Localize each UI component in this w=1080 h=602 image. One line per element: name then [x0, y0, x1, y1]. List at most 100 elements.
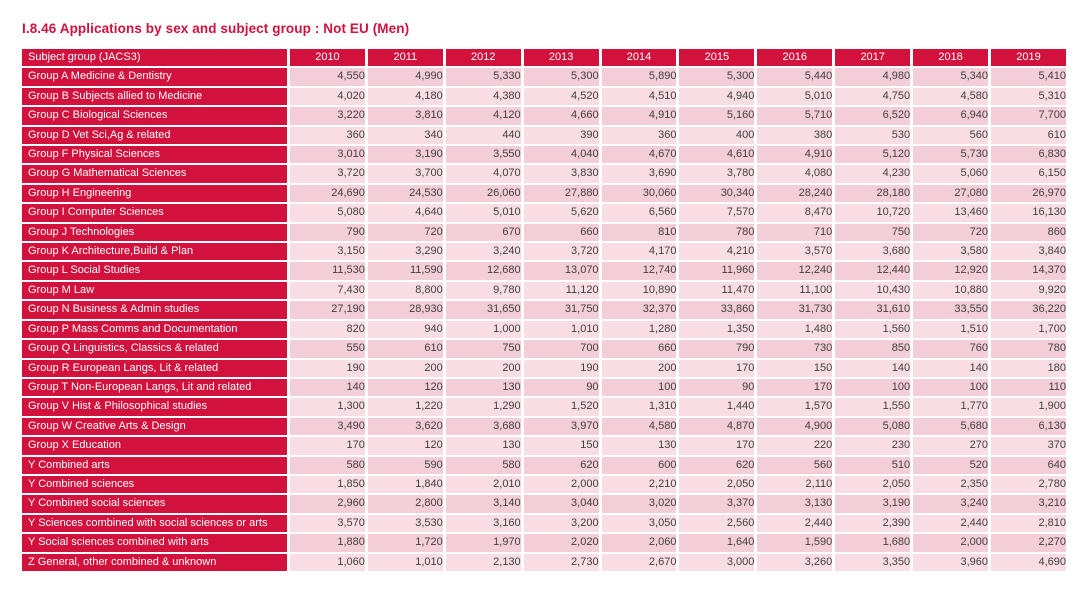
data-cell: 1,680 — [835, 534, 911, 552]
data-cell: 90 — [523, 378, 599, 397]
data-cell: 3,000 — [679, 553, 755, 571]
data-cell: 33,550 — [913, 301, 989, 319]
data-cell: 4,900 — [757, 417, 833, 436]
data-cell: 2,960 — [290, 495, 365, 513]
data-cell: 3,150 — [290, 243, 365, 261]
data-cell: 36,220 — [991, 301, 1066, 319]
data-cell: 4,070 — [445, 165, 521, 183]
data-cell: 3,840 — [991, 243, 1066, 261]
table-row: Y Combined social sciences 2,960 2,800 3,14… — [22, 495, 1066, 513]
data-cell: 140 — [835, 359, 911, 377]
row-label: Group H Engineering — [22, 184, 287, 203]
page-title: I.8.46 Applications by sex and subject g… — [22, 21, 410, 36]
data-cell: 3,580 — [913, 243, 989, 261]
data-cell: 11,590 — [367, 262, 443, 280]
data-cell: 610 — [367, 340, 443, 358]
data-cell: 12,240 — [757, 262, 833, 280]
data-cell: 31,750 — [523, 301, 599, 319]
data-cell: 810 — [601, 223, 677, 242]
data-cell: 2,020 — [523, 534, 599, 552]
data-cell: 1,560 — [835, 320, 911, 339]
row-label: Group F Physical Sciences — [22, 146, 287, 164]
data-cell: 24,690 — [290, 184, 365, 203]
data-cell: 760 — [913, 340, 989, 358]
data-cell: 750 — [835, 223, 911, 242]
data-cell: 130 — [445, 378, 521, 397]
data-cell: 4,660 — [523, 107, 599, 125]
data-cell: 2,670 — [601, 553, 677, 571]
data-cell: 100 — [835, 378, 911, 397]
data-cell: 5,080 — [835, 417, 911, 436]
data-cell: 8,800 — [367, 281, 443, 300]
data-cell: 170 — [679, 359, 755, 377]
data-cell: 32,370 — [601, 301, 677, 319]
data-cell: 2,000 — [913, 534, 989, 552]
data-cell: 1,700 — [991, 320, 1066, 339]
table-row: Group N Business & Admin studies 27,190 28… — [22, 301, 1066, 319]
data-cell: 2,350 — [913, 475, 989, 494]
data-cell: 5,330 — [445, 68, 521, 86]
data-cell: 1,010 — [523, 320, 599, 339]
data-cell: 4,230 — [835, 165, 911, 183]
data-cell: 660 — [523, 223, 599, 242]
data-cell: 2,210 — [601, 475, 677, 494]
row-label: Y Sciences combined with social sciences… — [22, 514, 287, 533]
data-cell: 3,350 — [835, 553, 911, 571]
data-cell: 5,340 — [913, 68, 989, 86]
data-cell: 11,530 — [290, 262, 365, 280]
data-cell: 4,520 — [523, 87, 599, 106]
data-cell: 940 — [367, 320, 443, 339]
data-cell: 560 — [757, 456, 833, 474]
column-header-year: 2013 — [523, 49, 599, 67]
data-cell: 3,720 — [290, 165, 365, 183]
data-cell: 670 — [445, 223, 521, 242]
data-cell: 27,080 — [913, 184, 989, 203]
data-cell: 28,930 — [367, 301, 443, 319]
data-cell: 380 — [757, 126, 833, 145]
data-cell: 3,010 — [290, 146, 365, 164]
data-cell: 3,260 — [757, 553, 833, 571]
data-cell: 110 — [991, 378, 1066, 397]
data-cell: 4,210 — [679, 243, 755, 261]
data-cell: 7,700 — [991, 107, 1066, 125]
data-cell: 90 — [679, 378, 755, 397]
data-cell: 180 — [991, 359, 1066, 377]
data-cell: 2,440 — [757, 514, 833, 533]
table-row: Group Q Linguistics, Classics & related 5… — [22, 340, 1066, 358]
data-cell: 31,730 — [757, 301, 833, 319]
data-cell: 4,080 — [757, 165, 833, 183]
data-cell: 590 — [367, 456, 443, 474]
data-cell: 5,730 — [913, 146, 989, 164]
data-cell: 200 — [445, 359, 521, 377]
table-row: Group W Creative Arts & Design 3,490 3,620… — [22, 417, 1066, 436]
data-cell: 4,670 — [601, 146, 677, 164]
data-cell: 6,560 — [601, 204, 677, 222]
data-cell: 5,410 — [991, 68, 1066, 86]
table-row: Group G Mathematical Sciences 3,720 3,700 4… — [22, 165, 1066, 183]
data-cell: 1,000 — [445, 320, 521, 339]
data-cell: 1,350 — [679, 320, 755, 339]
data-cell: 11,100 — [757, 281, 833, 300]
column-header-year: 2017 — [835, 49, 911, 67]
data-cell: 27,880 — [523, 184, 599, 203]
table-row: Group V Hist & Philosophical studies 1,30… — [22, 398, 1066, 416]
data-cell: 170 — [290, 437, 365, 455]
data-cell: 14,370 — [991, 262, 1066, 280]
data-cell: 140 — [290, 378, 365, 397]
data-cell: 340 — [367, 126, 443, 145]
data-cell: 720 — [913, 223, 989, 242]
data-cell: 27,190 — [290, 301, 365, 319]
data-cell: 360 — [601, 126, 677, 145]
data-cell: 620 — [523, 456, 599, 474]
data-cell: 4,610 — [679, 146, 755, 164]
column-header-year: 2011 — [367, 49, 443, 67]
data-cell: 400 — [679, 126, 755, 145]
data-cell: 6,940 — [913, 107, 989, 125]
data-cell: 6,150 — [991, 165, 1066, 183]
data-cell: 13,070 — [523, 262, 599, 280]
data-cell: 710 — [757, 223, 833, 242]
row-label: Group J Technologies — [22, 223, 287, 242]
data-cell: 190 — [523, 359, 599, 377]
data-cell: 1,010 — [367, 553, 443, 571]
column-header-year: 2016 — [757, 49, 833, 67]
